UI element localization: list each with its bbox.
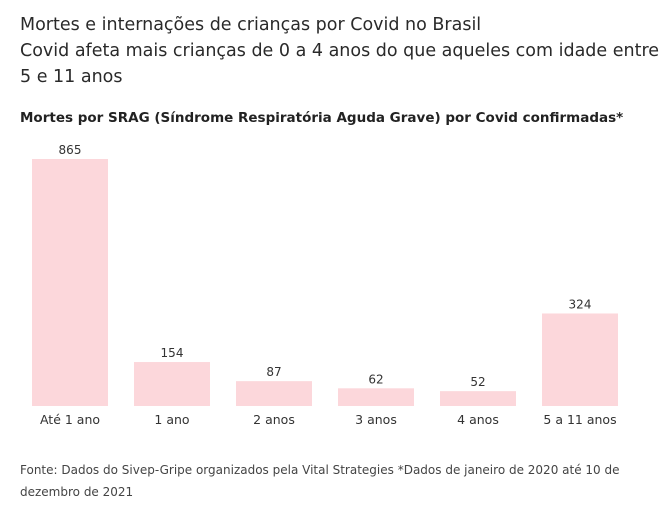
bar-4 — [440, 391, 516, 406]
chart-title: Mortes por SRAG (Síndrome Respiratória A… — [20, 110, 624, 126]
bar-value-label-4: 52 — [470, 375, 485, 389]
bar-value-label-5: 324 — [569, 297, 592, 311]
category-label-4: 4 anos — [457, 412, 499, 427]
bar-2 — [236, 381, 312, 406]
source-note: Fonte: Dados do Sivep-Gripe organizados … — [20, 463, 620, 499]
bar-3 — [338, 388, 414, 406]
category-label-5: 5 a 11 anos — [543, 412, 616, 427]
category-label-3: 3 anos — [355, 412, 397, 427]
category-label-0: Até 1 ano — [40, 412, 100, 427]
bar-5 — [542, 313, 618, 406]
bar-value-label-2: 87 — [266, 365, 281, 379]
category-label-2: 2 anos — [253, 412, 295, 427]
bar-1 — [134, 362, 210, 406]
bar-value-label-3: 62 — [368, 372, 383, 386]
header: Mortes e internações de crianças por Cov… — [20, 12, 660, 90]
bar-chart: 865 Até 1 ano 154 1 ano 87 2 anos 62 3 anos 52 4 … — [32, 143, 618, 427]
bar-0 — [32, 159, 108, 406]
bar-value-label-0: 865 — [59, 143, 82, 157]
page-title: Mortes e internações de crianças por Cov… — [20, 15, 482, 35]
bar-value-label-1: 154 — [161, 346, 184, 360]
category-label-1: 1 ano — [154, 412, 189, 427]
page-subtitle: Covid afeta mais crianças de 0 a 4 anos … — [20, 41, 660, 87]
